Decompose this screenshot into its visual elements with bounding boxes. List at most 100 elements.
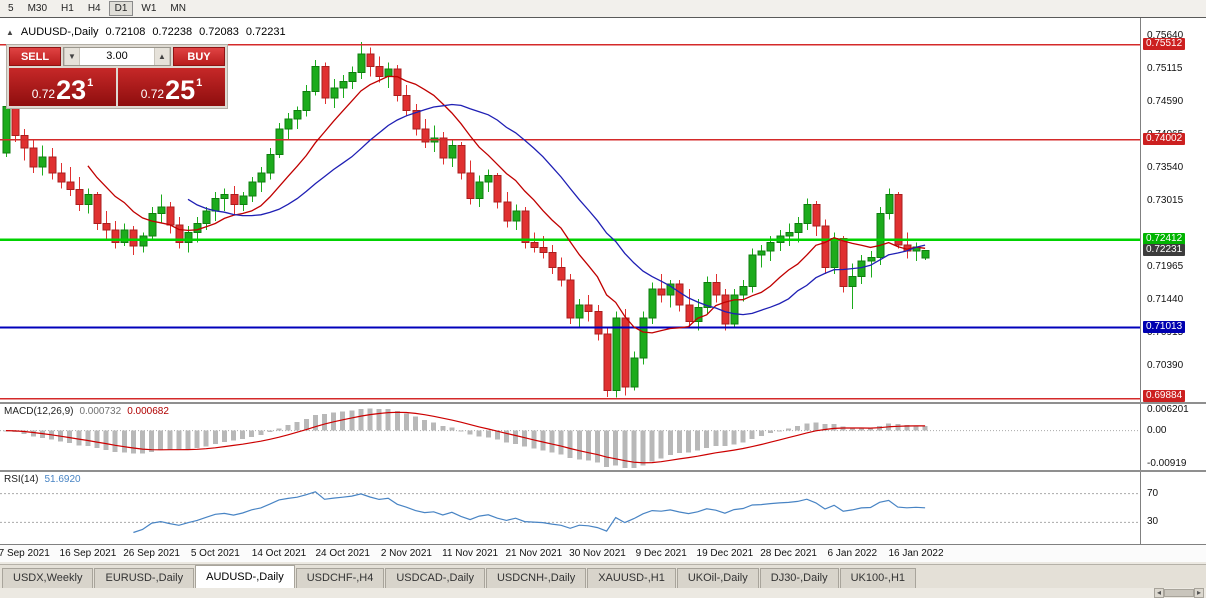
- scale-label--0.00919: -0.00919: [1147, 458, 1187, 469]
- ohlc-open: 0.72108: [105, 26, 146, 38]
- date-label-5-oct-2021: 5 Oct 2021: [190, 548, 240, 559]
- chart-tab-eurusd-daily[interactable]: EURUSD-,Daily: [94, 568, 195, 588]
- timeframe-button-h1[interactable]: H1: [55, 1, 80, 16]
- bottom-strip: ◂ ▸: [0, 588, 1206, 598]
- timeframe-button-d1[interactable]: D1: [108, 1, 134, 16]
- date-label-11-nov-2021: 11 Nov 2021: [442, 548, 499, 559]
- macd-signal-value: 0.000682: [127, 406, 169, 417]
- buy-price-prefix: 0.72: [140, 87, 165, 101]
- price-chart-panel: 0.756400.751150.745900.740650.735400.730…: [0, 18, 1206, 402]
- scale-label-0.71440: 0.71440: [1147, 294, 1184, 306]
- sell-price-pip: 1: [87, 77, 94, 89]
- scale-label-0.70390: 0.70390: [1147, 360, 1184, 372]
- rsi-indicator-chart[interactable]: [0, 472, 1140, 544]
- date-label-7-sep-2021: 7 Sep 2021: [0, 548, 50, 559]
- date-label-28-dec-2021: 28 Dec 2021: [760, 548, 817, 559]
- one-click-trade-panel: SELL ▼ 3.00 ▲ BUY 0.72 23 1 0.72: [6, 44, 228, 109]
- price-scale: 0.756400.751150.745900.740650.735400.730…: [1140, 18, 1206, 402]
- buy-price-display[interactable]: 0.72 25 1: [118, 68, 225, 106]
- scale-label-0.75640: 0.75640: [1147, 30, 1184, 42]
- sell-price-prefix: 0.72: [31, 87, 56, 101]
- chart-tab-xauusd-h1[interactable]: XAUUSD-,H1: [587, 568, 676, 588]
- date-label-2-nov-2021: 2 Nov 2021: [380, 548, 432, 559]
- scale-label-0.71965: 0.71965: [1147, 261, 1184, 273]
- date-label-9-dec-2021: 9 Dec 2021: [635, 548, 687, 559]
- sell-button[interactable]: SELL: [9, 47, 61, 66]
- date-label-30-nov-2021: 30 Nov 2021: [569, 548, 626, 559]
- macd-panel: 0.006201 0.00 -0.00919 MACD(12,26,9) 0.000…: [0, 404, 1206, 470]
- rsi-header: RSI(14) 51.6920: [4, 474, 81, 485]
- price-tag-0.71013: 0.71013: [1143, 321, 1186, 334]
- timeframe-button-w1[interactable]: W1: [135, 1, 162, 16]
- price-tag-0.72412: 0.72412: [1143, 233, 1186, 246]
- lot-size-box: ▼ 3.00 ▲: [63, 47, 171, 66]
- scroll-left-button[interactable]: ◂: [1153, 588, 1164, 598]
- date-label-24-oct-2021: 24 Oct 2021: [315, 548, 370, 559]
- ohlc-close: 0.72231: [245, 26, 286, 38]
- lot-size-input[interactable]: 3.00: [106, 50, 128, 62]
- scale-label-0.00: 0.00: [1147, 424, 1167, 436]
- chart-tab-ukoil-daily[interactable]: UKOil-,Daily: [676, 568, 759, 588]
- spinner-down-icon: ▼: [68, 52, 76, 61]
- horizontal-scrollbar: ◂ ▸: [1153, 588, 1204, 598]
- date-label-16-sep-2021: 16 Sep 2021: [59, 548, 117, 559]
- date-label-14-oct-2021: 14 Oct 2021: [251, 548, 307, 559]
- date-label-21-nov-2021: 21 Nov 2021: [505, 548, 563, 559]
- macd-label: MACD(12,26,9): [4, 406, 74, 417]
- date-label-26-sep-2021: 26 Sep 2021: [123, 548, 180, 559]
- ohlc-low: 0.72083: [199, 26, 239, 38]
- panel-separator[interactable]: [0, 470, 1206, 472]
- rsi-label: RSI(14): [4, 474, 39, 485]
- price-tag-0.74002: 0.74002: [1143, 133, 1186, 146]
- scale-label-0.73540: 0.73540: [1147, 162, 1184, 174]
- buy-button[interactable]: BUY: [173, 47, 225, 66]
- spinner-up-icon: ▲: [158, 52, 166, 61]
- lot-increase-button[interactable]: ▲: [154, 48, 170, 65]
- chart-tab-dj30-daily[interactable]: DJ30-,Daily: [759, 568, 839, 588]
- macd-header: MACD(12,26,9) 0.000732 0.000682: [4, 406, 169, 417]
- date-label-16-jan-2022: 16 Jan 2022: [888, 548, 944, 559]
- chart-symbol-label: AUDUSD-,Daily: [20, 26, 99, 38]
- macd-scale: 0.006201 0.00 -0.00919: [1140, 404, 1206, 470]
- chart-tab-audusd-daily[interactable]: AUDUSD-,Daily: [195, 565, 295, 588]
- chart-tab-usdcnh-daily[interactable]: USDCNH-,Daily: [485, 568, 587, 588]
- buy-price-main: 25: [165, 75, 196, 105]
- macd-value: 0.000732: [79, 406, 122, 417]
- rsi-panel: 70 30 RSI(14) 51.6920: [0, 472, 1206, 544]
- buy-price-pip: 1: [196, 77, 203, 89]
- timeframe-button-5[interactable]: 5: [2, 1, 20, 16]
- date-label-6-jan-2022: 6 Jan 2022: [827, 548, 878, 559]
- chart-tab-usdchf-h4[interactable]: USDCHF-,H4: [295, 568, 385, 588]
- lot-decrease-button[interactable]: ▼: [64, 48, 80, 65]
- scrollbar-thumb[interactable]: [1163, 589, 1194, 597]
- ohlc-high: 0.72238: [152, 26, 193, 38]
- scale-label-0.73015: 0.73015: [1147, 195, 1184, 207]
- panel-separator[interactable]: [0, 402, 1206, 404]
- rsi-value: 51.6920: [44, 474, 81, 485]
- timeframe-toolbar: 5 M30 H1 H4 D1 W1 MN: [0, 0, 1206, 18]
- rsi-scale: 70 30: [1140, 472, 1206, 544]
- chart-tab-uk100-h1[interactable]: UK100-,H1: [839, 568, 917, 588]
- sell-price-main: 23: [56, 75, 87, 105]
- chart-tab-usdx-weekly[interactable]: USDX,Weekly: [2, 568, 94, 588]
- macd-indicator-chart[interactable]: [0, 404, 1140, 470]
- chart-tab-usdcad-daily[interactable]: USDCAD-,Daily: [385, 568, 485, 588]
- scale-label-0.75115: 0.75115: [1147, 63, 1183, 75]
- scale-label-0.006201: 0.006201: [1147, 404, 1189, 415]
- scale-label-30: 30: [1147, 516, 1159, 528]
- price-tag-0.69884: 0.69884: [1143, 390, 1186, 402]
- symbol-marker-icon: ▲: [6, 27, 14, 37]
- chart-frame: 0.756400.751150.745900.740650.735400.730…: [0, 18, 1206, 562]
- scale-label-0.74590: 0.74590: [1147, 96, 1184, 108]
- timeframe-button-m30[interactable]: M30: [22, 1, 53, 16]
- date-label-19-dec-2021: 19 Dec 2021: [696, 548, 754, 559]
- time-axis[interactable]: 7 Sep 2021 16 Sep 2021 26 Sep 2021 5 Oct 20…: [0, 544, 1206, 562]
- scale-label-70: 70: [1147, 487, 1159, 499]
- sell-price-display[interactable]: 0.72 23 1: [9, 68, 116, 106]
- timeframe-button-mn[interactable]: MN: [164, 1, 192, 16]
- chart-header: ▲ AUDUSD-,Daily 0.72108 0.72238 0.72083 …: [6, 26, 286, 38]
- timeframe-button-h4[interactable]: H4: [82, 1, 107, 16]
- scroll-right-button[interactable]: ▸: [1193, 588, 1204, 598]
- chart-tab-bar: USDX,Weekly EURUSD-,Daily AUDUSD-,Daily USD…: [0, 564, 1206, 588]
